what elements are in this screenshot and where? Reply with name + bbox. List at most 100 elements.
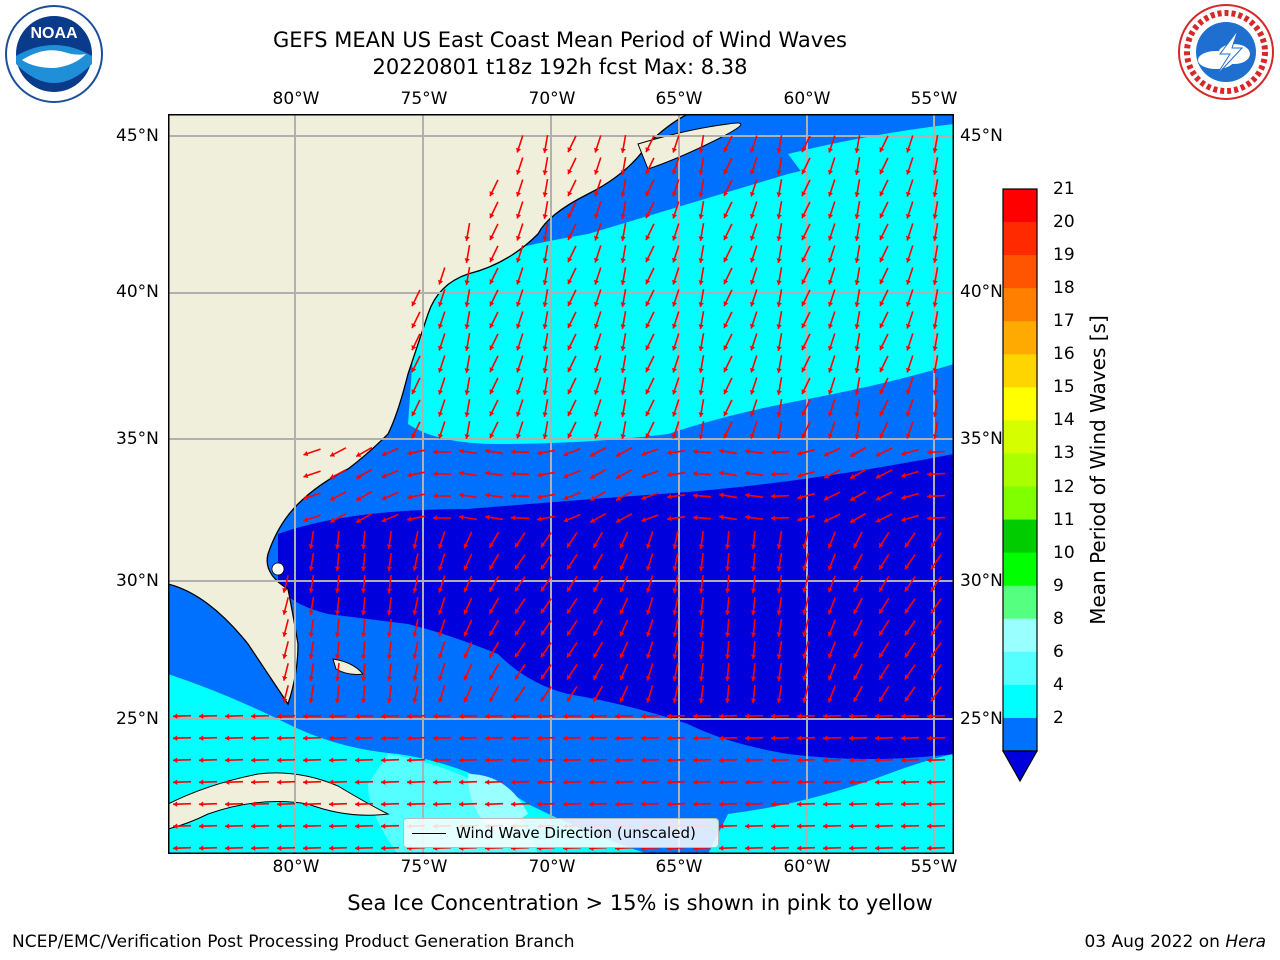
wind-wave-arrowhead	[464, 368, 470, 373]
wind-wave-arrowhead	[854, 324, 860, 329]
wind-wave-arrowhead	[334, 676, 341, 681]
wind-wave-arrowhead	[489, 608, 494, 614]
map-legend: Wind Wave Direction (unscaled)	[403, 818, 719, 848]
wind-wave-arrowhead	[904, 586, 910, 592]
wind-wave-arrowhead	[827, 257, 834, 263]
wind-wave-arrowhead	[334, 566, 341, 571]
wind-wave-arrowhead	[853, 543, 859, 549]
wind-wave-arrowhead	[823, 473, 829, 479]
wind-wave-arrowhead	[619, 675, 625, 681]
wind-wave-arrowhead	[620, 148, 626, 153]
wind-wave-arrowhead	[329, 735, 334, 741]
wind-wave-arrowhead	[927, 713, 932, 719]
wind-wave-arrowhead	[875, 801, 880, 807]
wind-wave-arrowhead	[567, 411, 573, 417]
wind-wave-arrowhead	[590, 518, 596, 523]
wind-wave-arrowhead	[750, 632, 757, 637]
lon-label: 60°W	[783, 857, 831, 877]
wind-wave-arrowhead	[563, 495, 569, 501]
wind-wave-arrowhead	[303, 757, 308, 763]
wind-wave-arrowhead	[593, 433, 600, 439]
wind-wave-arrowhead	[437, 279, 444, 285]
wind-wave-arrowhead	[797, 801, 802, 807]
wind-wave-arrowhead	[724, 654, 731, 659]
wind-wave-arrowhead	[515, 652, 520, 658]
wind-wave-arrowhead	[802, 587, 808, 593]
wind-wave-arrowhead	[173, 801, 178, 807]
wind-wave-arrowhead	[515, 279, 522, 285]
wind-wave-arrowhead	[515, 323, 522, 329]
wind-wave-arrowhead	[801, 345, 807, 351]
wind-wave-arrowhead	[646, 675, 652, 681]
wind-wave-arrowhead	[776, 324, 782, 329]
wind-wave-arrowhead	[901, 823, 906, 829]
wind-wave-arrowhead	[537, 516, 542, 522]
wind-wave-arrowhead	[854, 346, 860, 351]
wind-wave-arrowhead	[854, 434, 860, 439]
wind-wave-arrowhead	[489, 257, 495, 263]
wind-wave-arrowhead	[303, 823, 308, 829]
wind-wave-arrowhead	[905, 147, 912, 153]
wind-wave-arrowhead	[823, 757, 828, 763]
wind-wave-arrowhead	[901, 801, 906, 807]
wind-wave-arrowhead	[932, 258, 938, 263]
wind-wave-arrowhead	[875, 517, 881, 523]
wind-wave-arrowhead	[671, 257, 678, 263]
wind-wave-arrowhead	[540, 696, 546, 702]
wind-wave-arrowhead	[303, 473, 309, 479]
wind-wave-arrowhead	[511, 801, 516, 807]
wind-wave-arrowhead	[879, 411, 885, 417]
wind-wave-arrowhead	[671, 213, 678, 219]
wind-wave-arrowhead	[433, 757, 438, 763]
wind-wave-arrowhead	[330, 495, 336, 501]
wind-wave-arrowhead	[277, 735, 282, 741]
wind-wave-arrowhead	[355, 757, 360, 763]
chart-title: GEFS MEAN US East Coast Mean Period of W…	[273, 28, 847, 52]
wind-wave-arrowhead	[875, 735, 880, 741]
wind-wave-arrowhead	[381, 779, 386, 785]
wind-wave-arrowhead	[381, 473, 387, 479]
wind-wave-arrowhead	[645, 279, 651, 285]
wind-wave-arrowhead	[724, 610, 731, 615]
colorbar-tick-label: 9	[1053, 575, 1064, 596]
wind-wave-arrowhead	[407, 735, 412, 741]
wind-wave-arrowhead	[879, 323, 885, 329]
wind-wave-arrowhead	[489, 630, 494, 636]
wind-wave-arrowhead	[567, 564, 572, 570]
wind-wave-arrowhead	[641, 451, 647, 457]
wind-wave-arrowhead	[360, 698, 367, 703]
wind-wave-arrowhead	[932, 302, 938, 307]
map-svg	[168, 114, 954, 854]
wind-wave-arrowhead	[823, 845, 828, 851]
wind-wave-arrowhead	[749, 257, 756, 263]
wind-wave-arrowhead	[537, 779, 542, 785]
wind-wave-arrowhead	[693, 735, 698, 741]
wind-wave-arrowhead	[542, 148, 548, 153]
wind-wave-arrowhead	[381, 823, 386, 829]
wind-wave-arrowhead	[567, 235, 573, 241]
wind-wave-arrowhead	[671, 367, 678, 373]
wind-wave-arrowhead	[412, 588, 418, 593]
colorbar-tick-label: 18	[1053, 278, 1075, 299]
wind-wave-arrowhead	[489, 542, 494, 548]
wind-wave-arrowhead	[854, 148, 860, 153]
colorbar-tick-label: 12	[1053, 476, 1075, 497]
wind-wave-arrowhead	[724, 566, 731, 571]
lon-label: 75°W	[400, 89, 448, 109]
wind-wave-arrowhead	[386, 698, 393, 703]
wind-wave-arrowhead	[745, 514, 750, 521]
wind-wave-arrowhead	[827, 389, 834, 395]
wind-wave-arrowhead	[927, 515, 932, 521]
wind-wave-arrowhead	[879, 235, 885, 241]
lon-label: 70°W	[528, 857, 576, 877]
wind-wave-arrowhead	[827, 543, 833, 549]
wind-wave-arrowhead	[854, 192, 860, 197]
wind-wave-arrowhead	[593, 323, 600, 329]
wind-wave-arrowhead	[542, 346, 548, 351]
wind-wave-arrowhead	[879, 433, 885, 439]
wind-wave-arrowhead	[330, 451, 336, 457]
wind-wave-arrowhead	[801, 279, 807, 285]
wind-wave-arrowhead	[593, 411, 600, 417]
wind-wave-arrowhead	[719, 801, 724, 807]
wind-wave-arrowhead	[823, 713, 828, 719]
